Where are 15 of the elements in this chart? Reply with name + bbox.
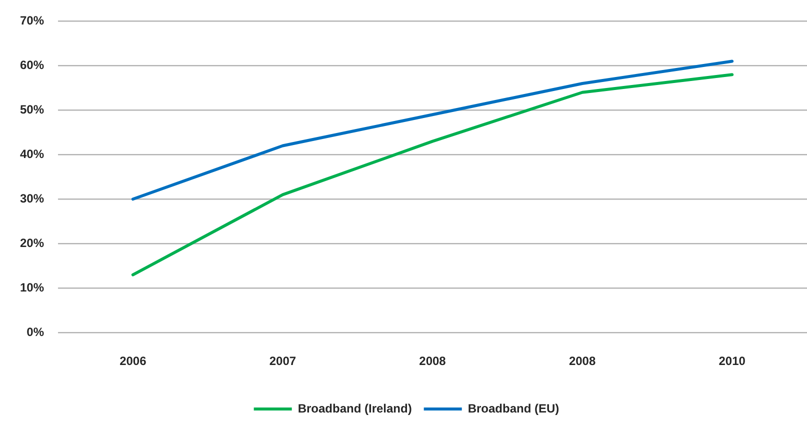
y-tick-label: 10% <box>20 280 44 294</box>
x-tick-label: 2006 <box>120 354 147 368</box>
legend-label: Broadband (EU) <box>468 401 560 416</box>
y-tick-label: 60% <box>20 58 44 72</box>
y-tick-label: 0% <box>26 324 44 339</box>
x-tick-label: 2008 <box>419 354 446 368</box>
y-tick-label: 30% <box>20 191 44 206</box>
y-tick-label: 70% <box>20 14 44 28</box>
y-tick-label: 40% <box>20 146 44 161</box>
y-tick-label: 50% <box>20 102 44 116</box>
x-tick-label: 2010 <box>718 354 746 368</box>
y-tick-label: 20% <box>20 236 44 250</box>
x-tick-label: 2008 <box>568 354 596 368</box>
x-tick-label: 2007 <box>269 354 296 368</box>
legend-label: Broadband (Ireland) <box>298 401 412 416</box>
